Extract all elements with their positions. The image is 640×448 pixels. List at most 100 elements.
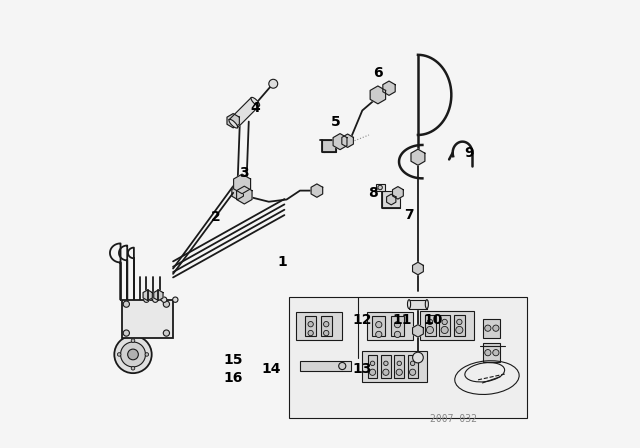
Polygon shape xyxy=(237,186,252,204)
Circle shape xyxy=(383,369,389,375)
Circle shape xyxy=(324,331,329,336)
Circle shape xyxy=(484,349,491,356)
Circle shape xyxy=(120,342,145,367)
Circle shape xyxy=(410,361,415,366)
Polygon shape xyxy=(333,134,347,150)
Polygon shape xyxy=(413,262,423,275)
Circle shape xyxy=(173,297,178,302)
Bar xyxy=(367,355,378,378)
Circle shape xyxy=(376,332,382,337)
Circle shape xyxy=(152,297,158,302)
Polygon shape xyxy=(229,98,259,128)
Circle shape xyxy=(493,325,499,332)
Bar xyxy=(420,311,474,340)
Bar xyxy=(394,355,404,378)
Text: 5: 5 xyxy=(331,115,340,129)
Bar xyxy=(376,184,385,190)
Text: 6: 6 xyxy=(373,65,383,80)
Circle shape xyxy=(410,369,416,375)
Circle shape xyxy=(127,349,138,360)
Polygon shape xyxy=(154,290,163,301)
Circle shape xyxy=(115,336,152,373)
Ellipse shape xyxy=(229,119,237,128)
Circle shape xyxy=(376,322,382,328)
Circle shape xyxy=(117,353,121,356)
Circle shape xyxy=(426,327,433,333)
Circle shape xyxy=(308,322,314,327)
Bar xyxy=(367,312,413,340)
Bar xyxy=(424,315,436,336)
Circle shape xyxy=(369,369,376,375)
Polygon shape xyxy=(392,187,403,199)
Bar xyxy=(483,319,500,337)
Circle shape xyxy=(163,301,170,307)
Circle shape xyxy=(124,301,129,307)
Polygon shape xyxy=(411,149,425,165)
Text: 8: 8 xyxy=(369,186,378,200)
Bar xyxy=(289,297,527,418)
Polygon shape xyxy=(383,81,395,95)
Circle shape xyxy=(442,319,447,325)
Circle shape xyxy=(397,361,401,366)
Circle shape xyxy=(457,319,462,325)
Text: 4: 4 xyxy=(251,101,260,115)
Text: 10: 10 xyxy=(424,313,444,327)
Text: 7: 7 xyxy=(404,208,414,222)
Text: 13: 13 xyxy=(353,362,372,376)
Ellipse shape xyxy=(426,300,428,309)
Polygon shape xyxy=(370,86,385,104)
Polygon shape xyxy=(413,325,423,337)
Bar xyxy=(122,300,173,337)
Circle shape xyxy=(394,322,401,328)
Polygon shape xyxy=(311,184,323,197)
Circle shape xyxy=(371,361,375,366)
Polygon shape xyxy=(232,186,243,199)
Text: 2007 032: 2007 032 xyxy=(430,414,477,424)
Polygon shape xyxy=(234,174,251,194)
Bar xyxy=(296,312,342,340)
Circle shape xyxy=(394,332,401,337)
Bar xyxy=(322,140,335,152)
Bar xyxy=(381,355,391,378)
Ellipse shape xyxy=(408,300,411,309)
Bar xyxy=(408,355,417,378)
Circle shape xyxy=(324,322,329,327)
Circle shape xyxy=(144,297,149,302)
Circle shape xyxy=(161,297,167,302)
Bar xyxy=(439,315,451,336)
Text: 2: 2 xyxy=(211,210,220,224)
Circle shape xyxy=(131,366,135,370)
Polygon shape xyxy=(387,194,396,205)
Circle shape xyxy=(308,331,314,336)
Bar xyxy=(391,316,404,336)
Polygon shape xyxy=(227,114,239,128)
Circle shape xyxy=(124,330,129,336)
Circle shape xyxy=(163,330,170,336)
Ellipse shape xyxy=(251,97,260,106)
Bar xyxy=(454,315,465,336)
Circle shape xyxy=(428,319,433,325)
Text: 3: 3 xyxy=(239,166,249,180)
Bar xyxy=(483,343,500,362)
Circle shape xyxy=(339,362,346,370)
Polygon shape xyxy=(409,300,427,309)
Text: 9: 9 xyxy=(465,146,474,160)
Circle shape xyxy=(441,327,448,333)
Bar xyxy=(321,316,332,336)
Text: 16: 16 xyxy=(223,370,243,384)
Circle shape xyxy=(396,369,403,375)
Circle shape xyxy=(413,352,423,363)
Polygon shape xyxy=(342,134,353,147)
Text: 11: 11 xyxy=(392,313,412,327)
Bar xyxy=(372,316,385,336)
Circle shape xyxy=(131,339,135,342)
Circle shape xyxy=(456,327,463,333)
Text: 1: 1 xyxy=(277,255,287,269)
Bar xyxy=(362,351,427,382)
Bar xyxy=(382,190,400,208)
Circle shape xyxy=(493,349,499,356)
Circle shape xyxy=(484,325,491,332)
Text: 14: 14 xyxy=(261,362,281,376)
Polygon shape xyxy=(143,290,152,301)
Circle shape xyxy=(145,353,148,356)
